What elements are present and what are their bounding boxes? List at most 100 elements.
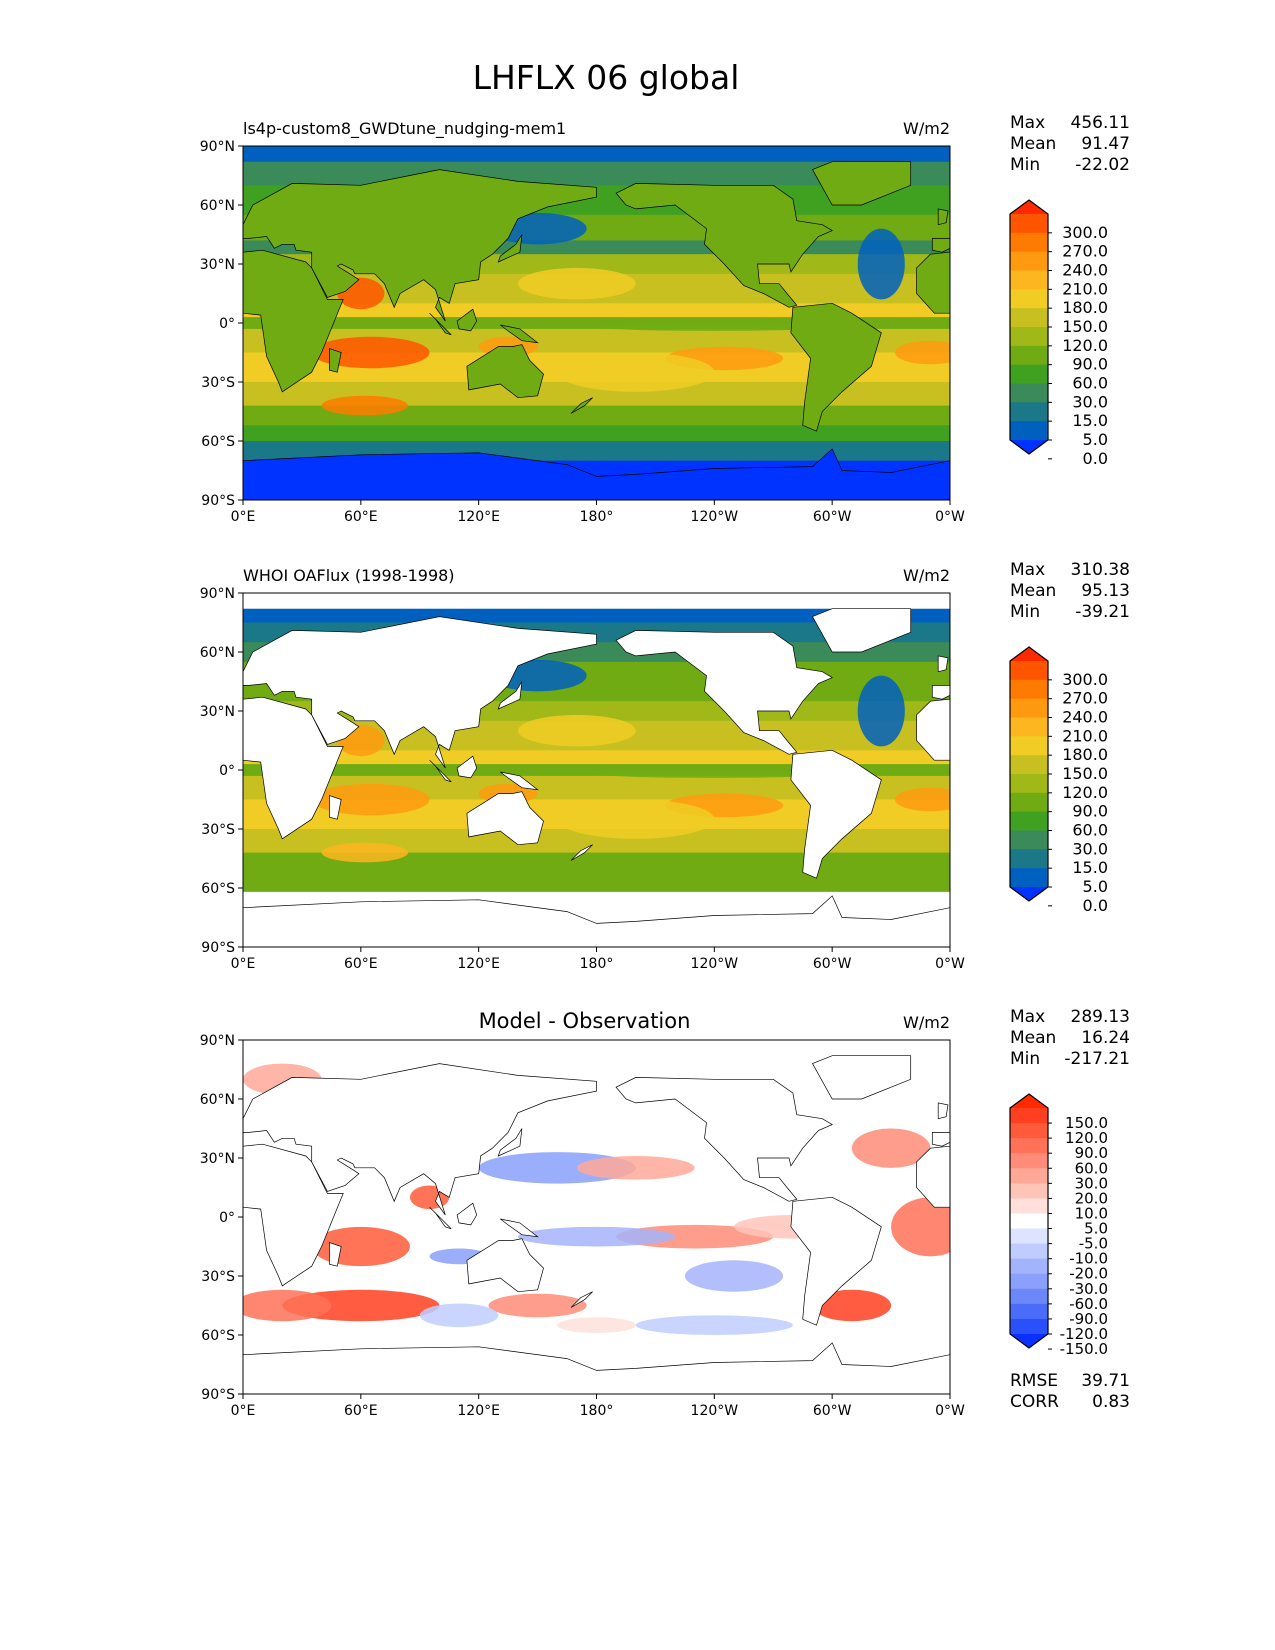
lat-tick-label: 60°S: [201, 434, 235, 450]
colorbar-label: 15.0: [1072, 411, 1108, 430]
lat-tick-label: 0°: [219, 1210, 235, 1226]
lon-tick-label: 120°W: [691, 509, 739, 525]
contour-patch: [517, 714, 636, 747]
coastline-antarctica: [243, 448, 950, 500]
colorbar-segment: [1010, 1198, 1048, 1214]
lat-tick-label: 30°N: [200, 257, 235, 273]
coastline: [243, 616, 597, 769]
colorbar-segment: [1010, 755, 1048, 775]
contour-patch: [517, 267, 636, 300]
colorbar-label: 120.0: [1065, 1129, 1108, 1147]
lat-tick-label: 90°S: [201, 1387, 235, 1403]
contour-patch: [321, 395, 408, 416]
lat-tick-label: 0°: [219, 316, 235, 332]
contour-patch: [895, 340, 950, 365]
coastline: [790, 749, 882, 879]
lon-tick-label: 120°E: [457, 1403, 500, 1419]
coastline: [916, 1145, 950, 1208]
colorbar-label: 90.0: [1072, 802, 1108, 821]
coastline: [243, 169, 597, 322]
lon-tick-label: 60°W: [813, 1403, 852, 1419]
colorbar-segment: [1010, 364, 1048, 384]
colorbar-segment: [1010, 1288, 1048, 1305]
map-panel-3: 90°N 60°N 30°N 0° 30°S 60°S 90°S0°E 60°E 120°E 18…: [200, 1007, 1130, 1419]
colorbar-segment: [1010, 661, 1048, 681]
lat-tick-label: 90°S: [201, 493, 235, 509]
coastline: [931, 685, 950, 700]
coastline: [497, 234, 523, 263]
panel-subtitle: WHOI OAFlux (1998-1998): [243, 566, 455, 585]
panel-subtitle: ls4p-custom8_GWDtune_nudging-mem1: [243, 119, 566, 139]
coastline: [466, 344, 544, 399]
colorbar-segment: [1010, 1228, 1048, 1245]
colorbar-segment: [1010, 251, 1048, 271]
colorbar-label: 60.0: [1072, 374, 1108, 393]
colorbar-segment: [1010, 1213, 1048, 1230]
lon-tick-label: 60°W: [813, 956, 852, 972]
lat-tick-label: 60°N: [200, 1092, 235, 1108]
stat-value-min: -22.02: [1075, 155, 1130, 175]
stat-value-mean: 95.13: [1081, 581, 1130, 601]
stat-label-min: Min: [1010, 1049, 1040, 1069]
contour-band: [243, 750, 950, 766]
lon-tick-label: 180°: [580, 509, 614, 525]
coastline: [497, 1128, 523, 1157]
stat-value-mean: 91.47: [1081, 134, 1130, 154]
colorbar-label: -20.0: [1069, 1265, 1108, 1283]
colorbar-label: 90.0: [1072, 355, 1108, 374]
colorbar-label: -150.0: [1060, 1340, 1108, 1358]
contour-band: [243, 852, 950, 874]
coastline: [812, 608, 912, 653]
coastline: [429, 759, 452, 783]
lon-tick-label: 60°W: [813, 509, 852, 525]
colorbar-label: 180.0: [1062, 298, 1108, 317]
contour-band: [243, 405, 950, 427]
colorbar-extend-max: [1010, 647, 1048, 661]
colorbar-label: 15.0: [1072, 858, 1108, 877]
colorbar-label: 0.0: [1083, 449, 1108, 468]
contour-patch: [321, 842, 408, 863]
map-field: [243, 608, 950, 947]
colorbar-label: -30.0: [1069, 1280, 1108, 1298]
colorbar-segment: [1010, 289, 1048, 309]
coastline: [937, 1102, 949, 1120]
stat-label-min: Min: [1010, 602, 1040, 622]
lon-tick-label: 120°W: [691, 956, 739, 972]
lon-tick-label: 120°W: [691, 1403, 739, 1419]
colorbar-label: 270.0: [1062, 242, 1108, 261]
colorbar-extend-min: [1010, 440, 1048, 454]
lon-tick-label: 0°W: [935, 956, 965, 972]
coastline: [429, 312, 452, 336]
colorbar-segment: [1010, 868, 1048, 888]
colorbar-segment: [1010, 308, 1048, 328]
figure-title: LHFLX 06 global: [472, 58, 740, 97]
contour-patch: [812, 1289, 892, 1322]
lat-tick-label: 30°S: [201, 1269, 235, 1285]
map-panel-2: 90°N 60°N 30°N 0° 30°S 60°S 90°S0°E 60°E 120°E 18…: [200, 560, 1130, 972]
colorbar-segment: [1010, 698, 1048, 718]
colorbar-label: 5.0: [1084, 1220, 1108, 1238]
colorbar-segment: [1010, 717, 1048, 737]
contour-band: [243, 425, 950, 442]
lat-tick-label: 90°N: [200, 1033, 235, 1049]
colorbar-segment: [1010, 402, 1048, 422]
colorbar-segment: [1010, 736, 1048, 756]
coastline: [429, 1206, 452, 1230]
coastline: [500, 771, 539, 791]
colorbar-segment: [1010, 1318, 1048, 1335]
colorbar-segment: [1010, 383, 1048, 403]
contour-patch: [891, 1197, 950, 1257]
coastline: [466, 1238, 544, 1293]
stat-label-max: Max: [1010, 560, 1045, 580]
colorbar-label: 30.0: [1072, 839, 1108, 858]
colorbar-label: 240.0: [1062, 261, 1108, 280]
contour-patch: [635, 1315, 793, 1335]
colorbar-label: 90.0: [1075, 1144, 1108, 1162]
coastline: [456, 755, 478, 779]
contour-patch: [557, 352, 715, 392]
colorbar-segment: [1010, 1243, 1048, 1260]
contour-band: [243, 608, 950, 624]
colorbar-segment: [1010, 792, 1048, 813]
